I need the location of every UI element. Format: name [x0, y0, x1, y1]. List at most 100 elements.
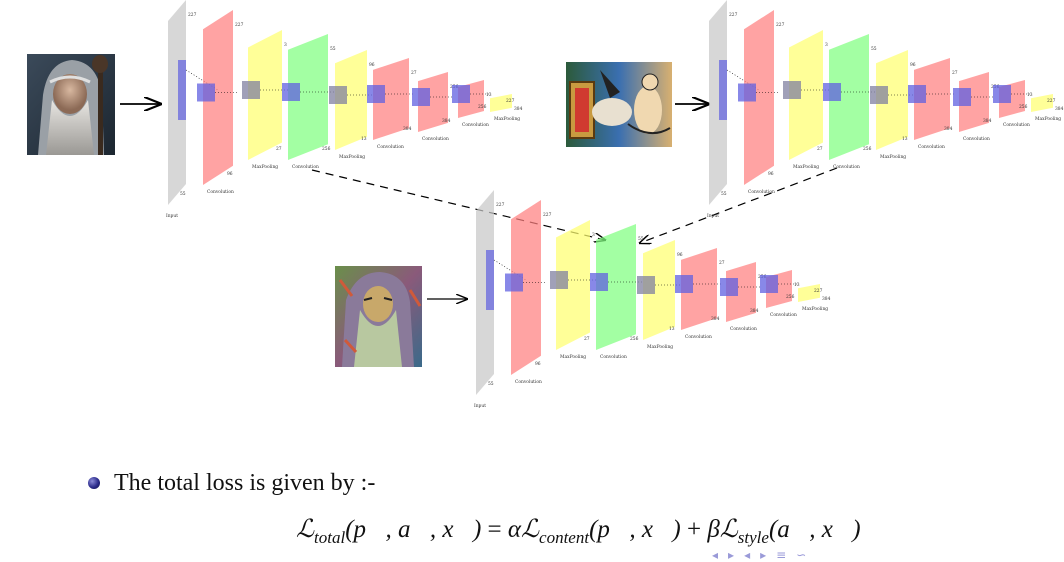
nav-next-frame-icon[interactable]: ▸: [728, 548, 735, 562]
layer-dim-top-3: 55: [638, 237, 644, 242]
layer-dim-bottom-4: 13: [669, 327, 675, 332]
layer-caption-7: Convolution: [462, 123, 489, 128]
layer-dim-top-7: 13: [794, 283, 800, 288]
kernel-box-5: [908, 85, 926, 103]
plus-sign: +: [686, 516, 702, 543]
nav-search-icon[interactable]: ∽: [796, 548, 807, 562]
kernel-box-1: [505, 273, 523, 292]
content-image: [27, 54, 115, 155]
bullet-item: The total loss is given by :-: [88, 466, 375, 500]
layer-conv-6: [959, 72, 989, 132]
layer-conv-6: [418, 72, 448, 132]
layer-dim-bottom-4: 13: [902, 137, 908, 142]
style-loss-symbol: ℒ: [719, 514, 738, 543]
lhs-loss-subscript: total: [314, 528, 346, 547]
kernel-box-3: [823, 83, 841, 101]
layer-conv-1: [511, 200, 541, 375]
layer-caption-2: MaxPooling: [793, 165, 819, 170]
layer-caption-6: Convolution: [730, 327, 757, 332]
input-kernel-link: [493, 259, 527, 281]
layer-dim-bottom-1: 96: [227, 172, 233, 177]
layer-caption-7: Convolution: [1003, 123, 1030, 128]
alpha-weight: α: [507, 516, 522, 543]
layer-dim-bottom-8: 227: [1047, 99, 1056, 104]
cnn-stack-0: Input 227 55 Convolution 227 96 MaxPooling 3 27 C…: [166, 0, 523, 219]
kernel-box-3: [590, 273, 608, 291]
layer-pool-8: [798, 284, 820, 302]
layer-caption-0: Input: [474, 404, 486, 409]
layer-input-0: [476, 190, 494, 395]
layer-dim-bottom-1: 96: [535, 362, 541, 367]
layer-conv-5: [914, 58, 950, 140]
layer-caption-0: Input: [707, 214, 719, 219]
input-kernel: [486, 250, 494, 310]
layer-caption-5: Convolution: [685, 335, 712, 340]
layer-dim-top-5: 27: [719, 261, 725, 266]
layer-conv-3: [829, 34, 869, 160]
layer-dim-top-1: 227: [543, 213, 552, 218]
layer-caption-5: Convolution: [377, 145, 404, 150]
bullet-text: The total loss is given by :-: [114, 469, 376, 496]
kernel-box-2: [783, 81, 801, 99]
kernel-box-7: [760, 275, 778, 293]
nav-prev-section-icon[interactable]: ◂: [744, 548, 751, 562]
kernel-box-4: [329, 86, 347, 104]
layer-dim-top-5: 27: [952, 71, 958, 76]
input-kernel-link: [185, 69, 219, 91]
kernel-box-7: [452, 85, 470, 103]
layer-caption-6: Convolution: [963, 137, 990, 142]
layer-pool-2: [789, 30, 823, 160]
layer-dim-bottom-8: 227: [814, 289, 823, 294]
layer-caption-4: MaxPooling: [339, 155, 365, 160]
layer-pool-8: [1031, 94, 1053, 112]
layer-caption-0: Input: [166, 214, 178, 219]
nav-next-section-icon[interactable]: ▸: [760, 548, 767, 562]
layer-dim-bottom-0: 55: [488, 382, 494, 387]
layer-dim-bottom-2: 27: [584, 337, 590, 342]
layer-dim-top-2: 3: [825, 43, 828, 48]
layer-caption-8: MaxPooling: [1035, 117, 1061, 122]
layer-caption-4: MaxPooling: [647, 345, 673, 350]
cnn-networks: Input 227 55 Convolution 227 96 MaxPooling 3 27 C…: [166, 0, 1064, 409]
layer-dim-bottom-5: 384: [711, 317, 720, 322]
layer-dim-bottom-8: 227: [506, 99, 515, 104]
layer-caption-1: Convolution: [515, 380, 542, 385]
layer-dim-bottom-7: 256: [786, 295, 795, 300]
style-loss-dashed-arrow: [640, 167, 838, 243]
layer-input-0: [709, 0, 727, 205]
content-loss-dashed-arrow: [311, 169, 605, 240]
layer-caption-1: Convolution: [207, 190, 234, 195]
input-kernel: [178, 60, 186, 120]
nav-prev-frame-icon[interactable]: ◂: [712, 548, 719, 562]
kernel-box-6: [953, 88, 971, 106]
layer-dim-top-8: 384: [514, 107, 523, 112]
layer-pool-4: [643, 240, 675, 340]
kernel-box-5: [367, 85, 385, 103]
bullet-icon: [88, 477, 100, 489]
nav-equal-icon[interactable]: ≡: [776, 548, 787, 562]
layer-dim-top-0: 227: [496, 203, 505, 208]
input-kernel: [719, 60, 727, 120]
layer-dim-bottom-3: 256: [322, 147, 331, 152]
layer-dim-top-1: 227: [235, 23, 244, 28]
generated-image: [335, 266, 422, 367]
layer-dim-top-3: 55: [871, 47, 877, 52]
layer-dim-bottom-1: 96: [768, 172, 774, 177]
kernel-box-1: [197, 83, 215, 102]
layer-dim-top-7: 13: [486, 93, 492, 98]
kernel-box-4: [870, 86, 888, 104]
layer-dim-top-8: 384: [822, 297, 831, 302]
layer-caption-7: Convolution: [770, 313, 797, 318]
layer-dim-top-2: 3: [284, 43, 287, 48]
style-image: [566, 62, 672, 147]
layer-dim-bottom-3: 256: [863, 147, 872, 152]
layer-caption-2: MaxPooling: [252, 165, 278, 170]
kernel-box-1: [738, 83, 756, 102]
style-loss-args: (a⃗, x⃗): [768, 516, 861, 543]
layer-pool-2: [248, 30, 282, 160]
beamer-navigation-bar: ◂ ▸ ◂ ▸ ≡ ∽: [712, 548, 806, 562]
layer-pool-4: [876, 50, 908, 150]
layer-dim-bottom-6: 384: [442, 119, 451, 124]
layer-caption-4: MaxPooling: [880, 155, 906, 160]
